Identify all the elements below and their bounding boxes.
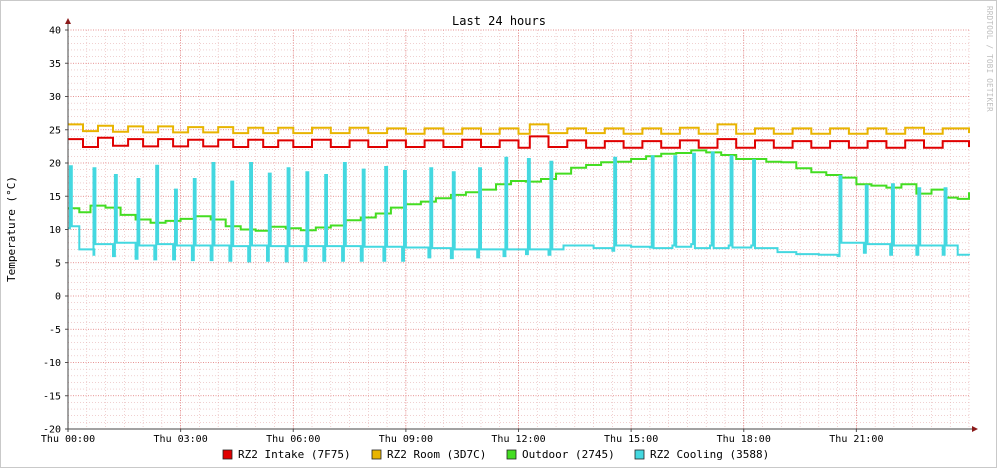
y-tick-label: 15 [49, 192, 61, 203]
x-axis-arrow [972, 426, 978, 432]
y-tick-label: 30 [49, 92, 61, 103]
legend-swatch-0 [222, 449, 233, 460]
legend-swatch-1 [371, 449, 382, 460]
y-tick-label: 25 [49, 125, 61, 136]
x-tick-label: Thu 15:00 [604, 434, 658, 445]
y-tick-label: 10 [49, 225, 61, 236]
legend: RZ2 Intake (7F75) RZ2 Room (3D7C) Outdoor … [222, 448, 769, 461]
legend-swatch-3 [634, 449, 645, 460]
grid-lines [67, 29, 970, 430]
x-tick-label: Thu 21:00 [829, 434, 883, 445]
x-tick-label: Thu 06:00 [266, 434, 320, 445]
x-axis-ticks: Thu 00:00 Thu 03:00 Thu 06:00 Thu 09:00 Thu … [41, 429, 883, 445]
series-line-1 [68, 123, 970, 135]
legend-label-2: Outdoor (2745) [522, 448, 615, 461]
x-tick-label: Thu 09:00 [379, 434, 433, 445]
y-tick-label: 0 [55, 292, 61, 303]
x-tick-label: Thu 03:00 [154, 434, 208, 445]
y-axis-arrow [65, 18, 71, 24]
rrdtool-watermark: RRDTOOL / TOBI OETIKER [985, 6, 994, 112]
legend-label-1: RZ2 Room (3D7C) [387, 448, 486, 461]
legend-swatch-2 [506, 449, 517, 460]
legend-label-3: RZ2 Cooling (3588) [650, 448, 769, 461]
y-tick-label: 40 [49, 26, 61, 37]
chart-title: Last 24 hours [452, 14, 546, 28]
axes [65, 18, 978, 432]
x-tick-label: Thu 00:00 [41, 434, 95, 445]
y-tick-label: -20 [43, 425, 61, 436]
series-line-0 [68, 135, 970, 149]
x-tick-label: Thu 12:00 [491, 434, 545, 445]
y-tick-label: -10 [43, 358, 61, 369]
y-tick-label: 35 [49, 59, 61, 70]
y-tick-label: 20 [49, 159, 61, 170]
y-tick-label: 5 [55, 258, 61, 269]
series-line-3 [68, 151, 970, 263]
legend-label-0: RZ2 Intake (7F75) [238, 448, 351, 461]
y-tick-label: -5 [49, 325, 61, 336]
y-axis-label: Temperature (°C) [5, 176, 18, 282]
series-lines [68, 123, 970, 263]
y-tick-label: -15 [43, 391, 61, 402]
y-axis-ticks: 40 35 30 25 20 15 10 5 0 -5 -10 -15 -20 [43, 26, 68, 436]
x-tick-label: Thu 18:00 [717, 434, 771, 445]
